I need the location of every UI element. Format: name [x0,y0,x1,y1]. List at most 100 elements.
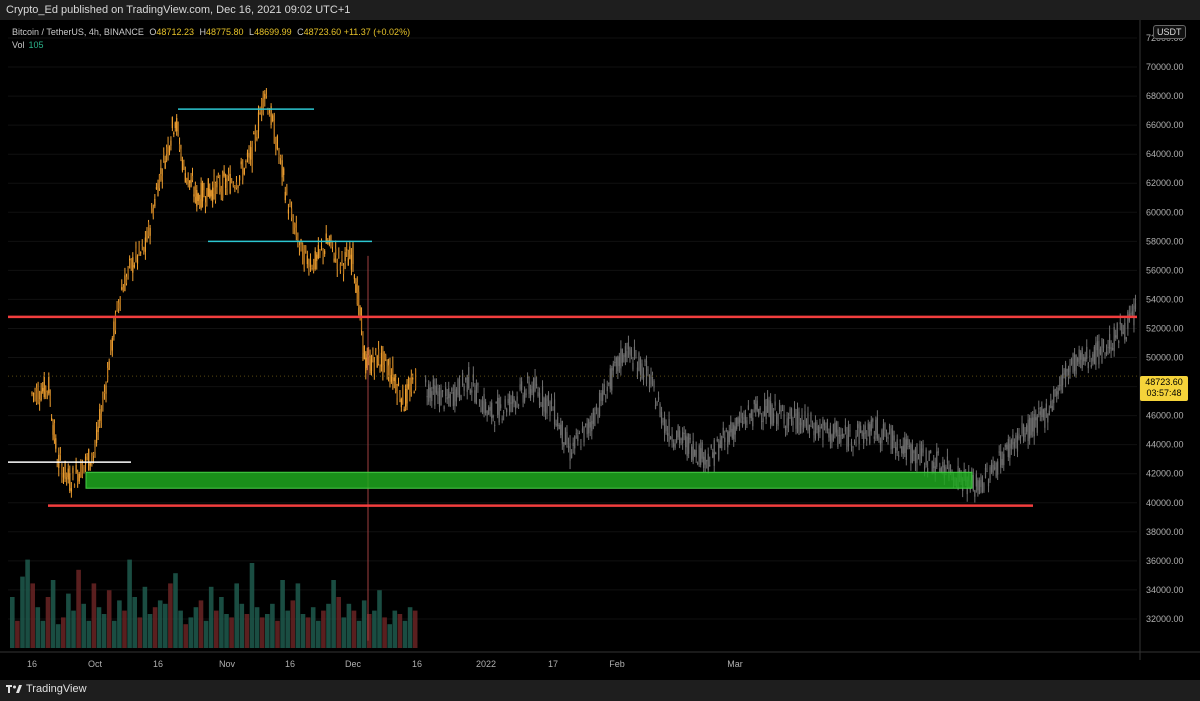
candle-body [879,440,882,445]
candle-body [1127,311,1129,329]
levels [8,108,1137,507]
candle-body [342,265,345,274]
candle-body [864,425,866,434]
candle-body [160,167,162,175]
x-tick-label: Dec [345,659,362,669]
volume-bar [106,590,112,648]
last-price-tag: 48723.60 03:57:48 [1140,376,1188,401]
candle-body [1113,326,1115,352]
candle-body [353,275,356,280]
candle-body [358,291,360,308]
candle-body [344,252,346,261]
candle-body [875,419,877,435]
candle-body [1001,459,1003,465]
candle-body [940,467,942,474]
candle-body [1063,369,1065,375]
candle-body [571,452,573,458]
price-axis: 72000.0070000.0068000.0066000.0064000.00… [0,20,1200,660]
candle-body [355,284,357,293]
candle-body [140,252,142,254]
candle-body [254,130,256,144]
candle-body [379,364,381,367]
candle-body [108,361,110,370]
candle-body [1101,338,1103,363]
candle-body [727,431,729,448]
candle-body [380,352,383,367]
candle-body [518,404,520,406]
candle-body [31,392,33,395]
candle-body [671,434,673,442]
candle-body [922,444,924,453]
candle-body [695,449,697,458]
candle-body [366,354,368,368]
candle-body [783,413,785,424]
candle-body [183,161,185,164]
candle-body [311,267,313,269]
y-tick-label: 58000.00 [1146,236,1184,246]
candle-body [498,398,500,423]
candle-body [438,387,441,407]
tradingview-logo[interactable]: TradingView [6,683,87,695]
candle-body [154,199,156,207]
candle-body [500,404,502,409]
candle-body [618,356,620,367]
candle-body [46,391,48,393]
volume-bar [367,614,372,648]
candle-body [309,259,312,268]
candle-body [34,390,36,395]
candle-body [572,442,574,447]
candle-body [339,264,341,271]
volume-bars [10,559,418,648]
candle-body [676,430,678,443]
candle-body [986,471,988,473]
chart-area[interactable]: 72000.0070000.0068000.0066000.0064000.00… [0,20,1200,680]
candle-body [759,407,761,410]
candle-body [486,410,488,416]
candle-body [606,386,608,392]
candle-body [184,173,186,183]
candle-body [1116,323,1118,340]
candle-body [563,442,565,447]
candle-body [856,424,859,429]
candle-body [107,367,109,382]
candle-body [790,408,793,422]
candle-body [555,423,557,426]
candle-body [911,444,913,463]
candle-body [80,460,82,478]
candle-body [834,422,836,435]
candle-body [656,401,658,406]
candle-body [943,465,945,478]
y-tick-label: 46000.00 [1146,411,1184,421]
candle-body [213,176,215,194]
candle-body [612,363,614,371]
candle-body [483,393,485,414]
candle-body [341,252,343,260]
candle-body [1044,409,1046,428]
volume-bar [45,597,51,648]
candle-body [626,351,628,363]
candle-body [577,435,579,442]
candle-body [174,122,176,129]
volume-bar [259,617,265,648]
vol-label: Vol [12,40,25,50]
candle-body [1057,387,1059,395]
price-chart[interactable]: 72000.0070000.0068000.0066000.0064000.00… [0,20,1200,680]
candle-body [144,237,146,252]
candle-body [222,173,224,199]
candle-body [1133,305,1135,326]
currency-badge[interactable]: USDT [1153,25,1186,39]
candle-body [605,401,607,403]
candle-body [588,419,590,434]
candle-body [804,411,806,427]
candle-body [1018,433,1020,439]
candle-body [251,141,253,168]
candle-body [884,423,886,431]
candle-body [888,426,891,428]
candle-body [525,393,527,395]
y-tick-label: 66000.00 [1146,120,1184,130]
open-label: O [149,27,157,37]
candle-body [446,397,448,400]
candle-body [413,392,415,394]
candle-body [1059,384,1061,386]
volume-bar [147,614,153,648]
